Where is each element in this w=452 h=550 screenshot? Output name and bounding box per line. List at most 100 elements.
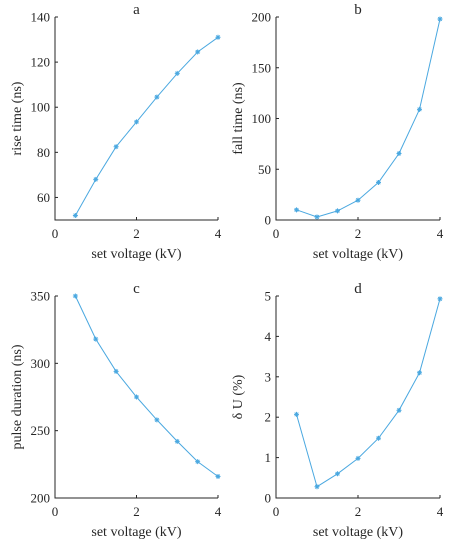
y-tick-label: 250 [31, 423, 51, 438]
y-tick-label: 3 [265, 369, 272, 384]
data-point [113, 368, 119, 374]
data-point [355, 455, 361, 461]
data-point [396, 407, 402, 413]
data-point [437, 16, 443, 22]
data-point [294, 207, 299, 213]
marker-stroke [154, 417, 160, 423]
x-axis-label: set voltage (kV) [91, 247, 182, 262]
data-point [314, 214, 320, 220]
marker-stroke [294, 207, 299, 213]
y-tick-label: 50 [258, 162, 271, 177]
data-point [134, 119, 139, 125]
x-tick-label: 2 [355, 226, 362, 241]
marker-stroke [314, 484, 320, 489]
data-point [93, 176, 99, 182]
marker-stroke [154, 94, 160, 100]
panel-b: 0 2 4 0 50 100 150 200 b set voltage (kV) fall tim… [231, 2, 444, 262]
data-point [437, 296, 443, 302]
marker-stroke [215, 35, 221, 40]
y-axis-label: rise time (ns) [10, 81, 25, 155]
marker-stroke [195, 49, 200, 55]
marker-stroke [134, 394, 139, 400]
y-tick-label: 2 [265, 410, 272, 425]
data-point [154, 417, 160, 423]
marker-stroke [93, 336, 98, 342]
data-point [417, 106, 422, 112]
panel-title: c [133, 281, 140, 297]
x-tick-label: 4 [437, 504, 444, 519]
data-point [335, 208, 340, 214]
y-tick-label: 150 [252, 60, 272, 75]
marker-stroke [73, 213, 78, 218]
marker-stroke [376, 436, 381, 441]
x-tick-label: 4 [215, 504, 222, 519]
series-line [296, 18, 441, 218]
x-tick-label: 2 [133, 226, 140, 241]
marker-stroke [396, 151, 402, 156]
x-tick-label: 0 [273, 226, 280, 241]
y-tick-label: 0 [265, 213, 272, 228]
y-tick-label: 4 [265, 329, 272, 344]
marker-stroke [175, 71, 180, 76]
x-tick-label: 2 [355, 504, 362, 519]
panel-title: b [354, 2, 362, 18]
data-point [376, 435, 381, 441]
data-point [93, 336, 99, 342]
data-point [174, 438, 180, 444]
x-axis-label: set voltage (kV) [313, 247, 404, 262]
y-tick-label: 5 [265, 289, 272, 304]
marker-stroke [134, 119, 139, 125]
marker-stroke [113, 144, 119, 149]
data-point [294, 411, 299, 417]
marker-stroke [294, 412, 299, 417]
data-point [154, 94, 160, 100]
panel-a: 0 2 4 60 80 100 120 140 a set voltage (kV) rise ti… [10, 2, 222, 262]
data-point [195, 49, 201, 55]
x-tick-label: 4 [215, 226, 222, 241]
y-axis-label: δ U (%) [231, 374, 246, 419]
marker-stroke [335, 208, 340, 214]
series-line [296, 298, 441, 488]
panel-c: 0 2 4 200 250 300 350 c set voltage (kV) pulse du… [10, 281, 222, 540]
axes-frame [54, 17, 218, 221]
data-point [72, 212, 78, 218]
marker-stroke [73, 293, 78, 299]
y-tick-label: 100 [252, 111, 272, 126]
y-tick-label: 120 [31, 55, 51, 70]
marker-stroke [195, 459, 200, 464]
data-point [72, 293, 78, 299]
marker-stroke [355, 456, 361, 461]
marker-stroke [93, 177, 98, 182]
marker-stroke [437, 296, 443, 301]
marker-stroke [437, 16, 443, 22]
x-tick-label: 2 [133, 504, 140, 519]
x-axis-label: set voltage (kV) [313, 525, 404, 540]
data-point [335, 471, 340, 477]
data-point [174, 70, 180, 76]
y-axis-label: fall time (ns) [231, 82, 246, 155]
y-tick-label: 80 [37, 145, 50, 160]
panel-title: d [354, 281, 362, 297]
data-point [376, 179, 381, 185]
data-point [215, 34, 221, 40]
marker-stroke [215, 474, 221, 479]
marker-stroke [335, 471, 340, 476]
marker-stroke [314, 214, 320, 220]
axes-frame [275, 296, 440, 499]
data-point [134, 394, 139, 400]
data-point [215, 473, 221, 479]
series-line [74, 295, 219, 477]
y-axis-label: pulse duration (ns) [10, 344, 25, 449]
x-tick-label: 0 [52, 226, 59, 241]
marker-stroke [355, 198, 361, 203]
x-axis-label: set voltage (kV) [91, 525, 182, 540]
x-tick-label: 4 [437, 226, 444, 241]
marker-stroke [417, 370, 422, 375]
y-tick-label: 350 [31, 289, 51, 304]
x-tick-label: 0 [52, 504, 59, 519]
panel-title: a [133, 2, 140, 18]
data-point [396, 151, 402, 157]
y-tick-label: 1 [265, 450, 272, 465]
data-point [314, 484, 320, 490]
